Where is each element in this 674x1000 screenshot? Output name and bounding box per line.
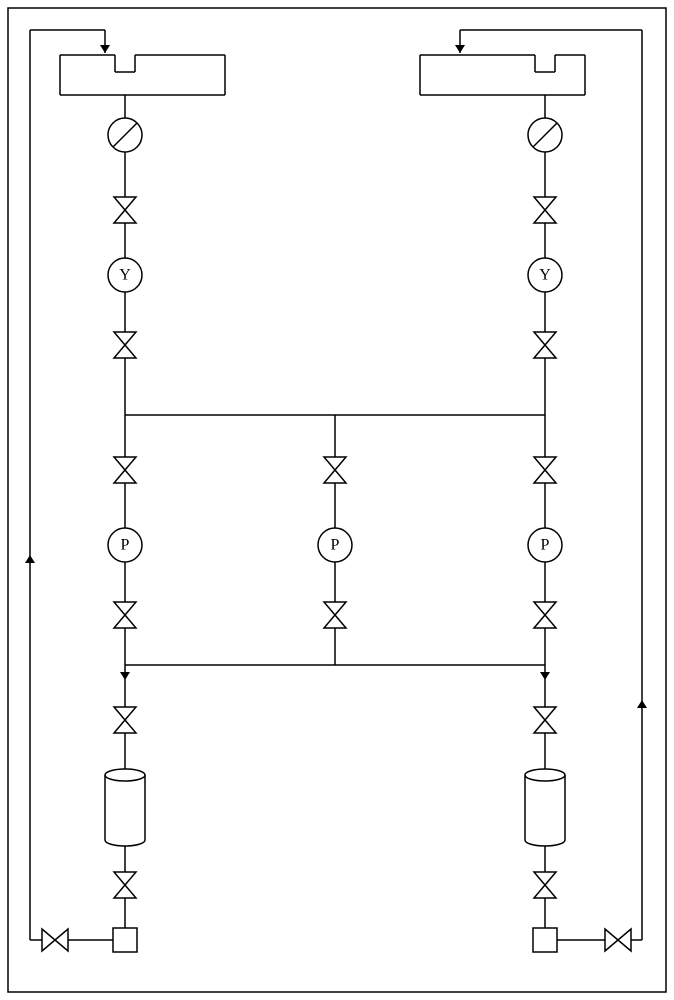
cylinder-left-top — [105, 769, 145, 781]
valve-left-1 — [114, 197, 136, 223]
p-circle-right-label: P — [541, 537, 550, 554]
diagram-border — [8, 8, 666, 992]
p-circle-mid-label: P — [331, 537, 340, 554]
valve-right-1 — [534, 197, 556, 223]
return-valve-right — [605, 929, 631, 951]
bottom-box-right — [533, 928, 557, 952]
cylinder-left-bottom — [105, 840, 145, 846]
valve-mid-4 — [324, 602, 346, 628]
cylinder-right-top — [525, 769, 565, 781]
p-circle-left-label: P — [121, 537, 130, 554]
valve-right-6 — [534, 872, 556, 898]
valve-right-2 — [534, 332, 556, 358]
y-circle-right-label: Y — [539, 267, 551, 284]
valve-right-5 — [534, 707, 556, 733]
cylinder-right-bottom — [525, 840, 565, 846]
y-circle-left-label: Y — [119, 267, 131, 284]
bottom-box-left — [113, 928, 137, 952]
valve-right-3 — [534, 457, 556, 483]
valve-mid-3 — [324, 457, 346, 483]
return-valve-left — [42, 929, 68, 951]
valve-left-5 — [114, 707, 136, 733]
valve-left-3 — [114, 457, 136, 483]
valve-right-4 — [534, 602, 556, 628]
valve-left-2 — [114, 332, 136, 358]
valve-left-4 — [114, 602, 136, 628]
valve-left-6 — [114, 872, 136, 898]
